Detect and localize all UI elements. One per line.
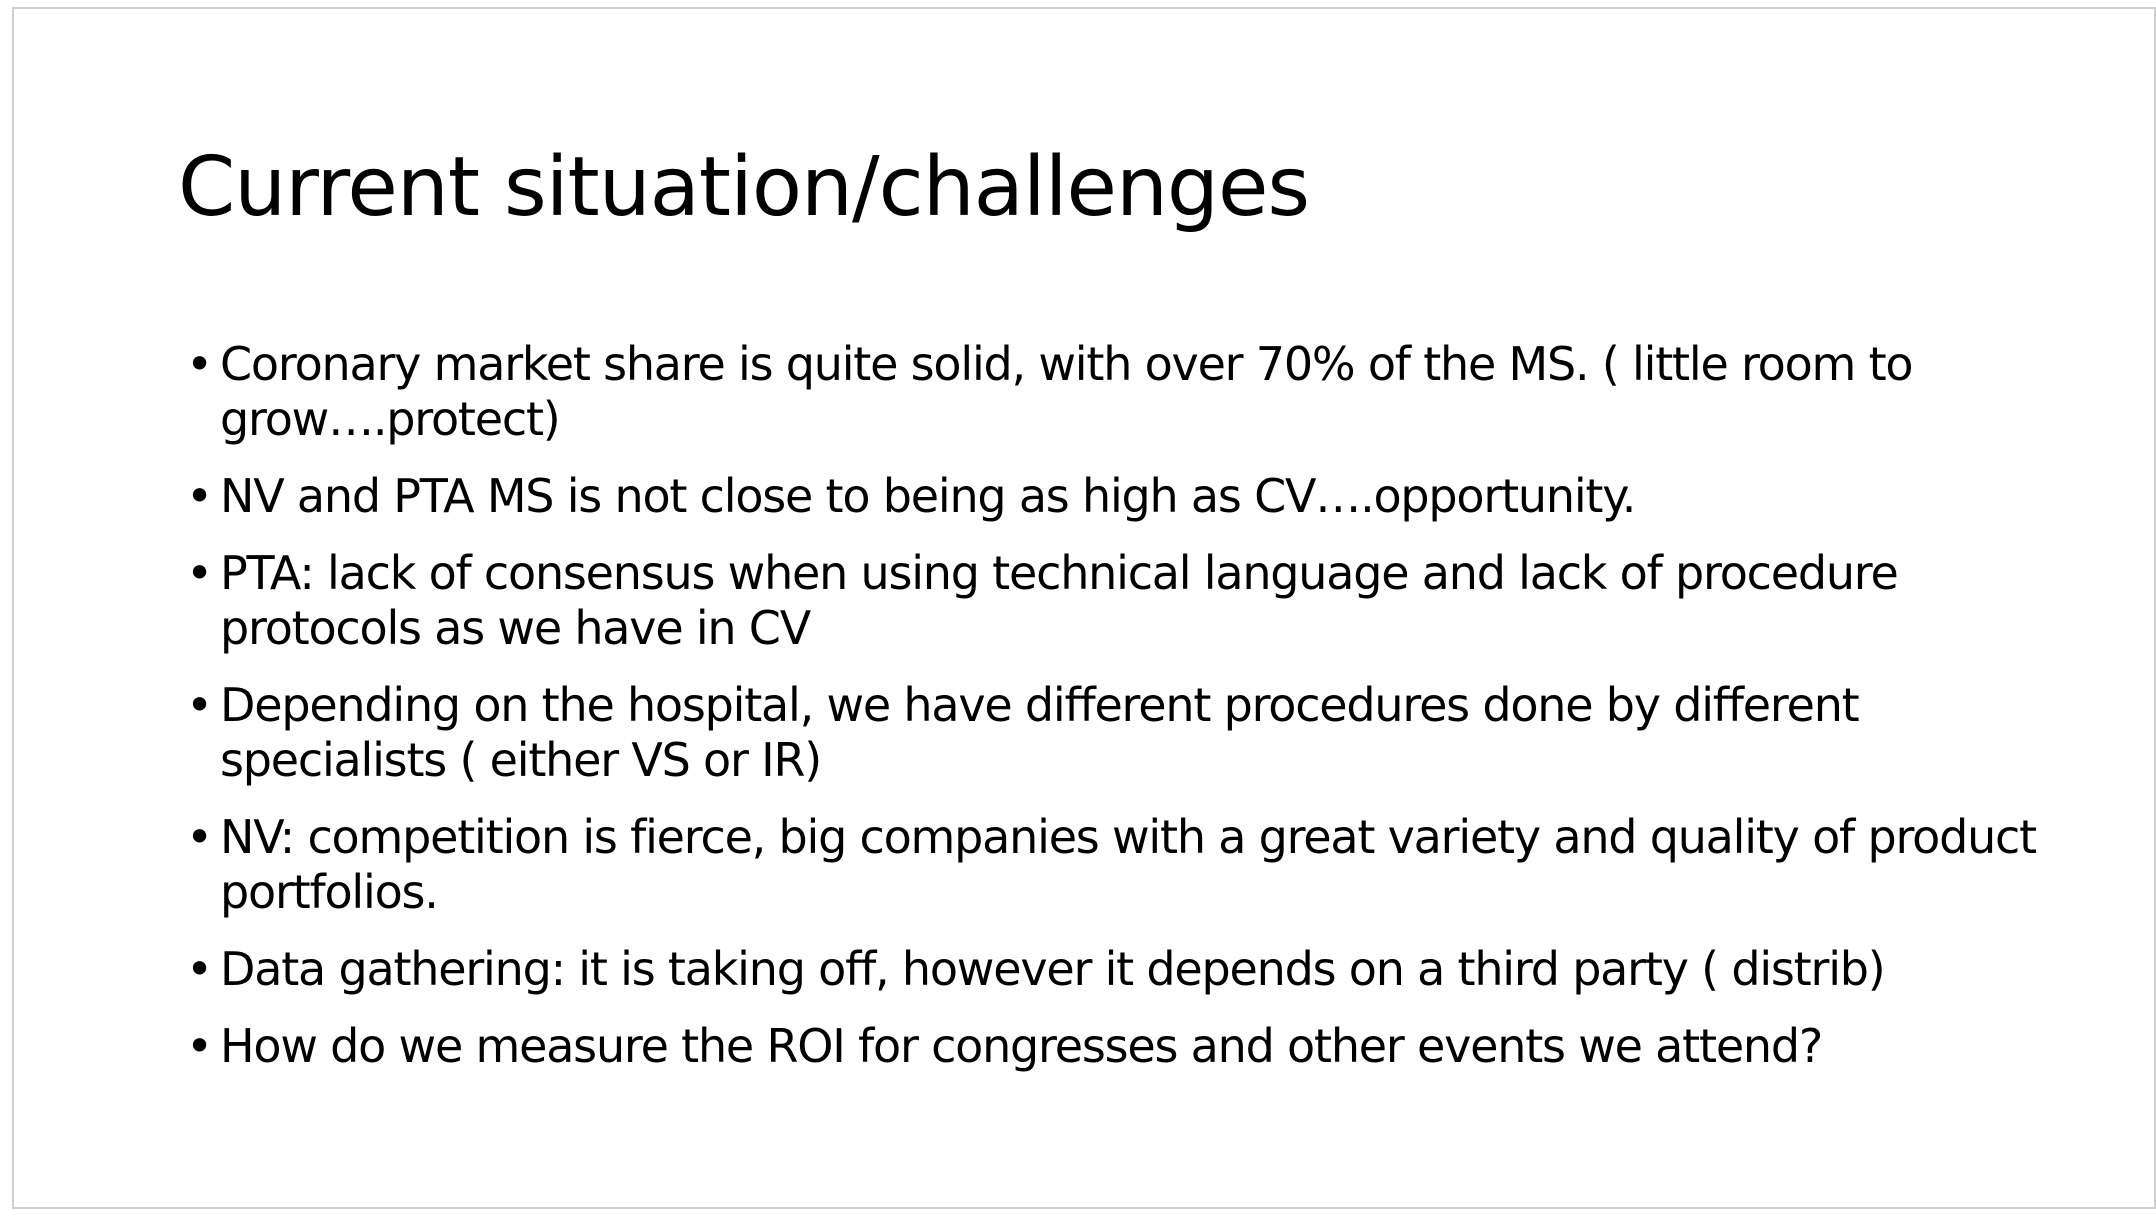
bullet-dot-icon: • (186, 546, 213, 600)
bullet-dot-icon: • (186, 678, 213, 732)
bullet-dot-icon: • (186, 1019, 213, 1073)
bullet-item: • NV: competition is fierce, big compani… (178, 810, 2058, 920)
bullet-dot-icon: • (186, 469, 213, 523)
bullet-item: • Data gathering: it is taking off, howe… (178, 942, 2058, 997)
bullet-dot-icon: • (186, 337, 213, 391)
bullet-item: • Depending on the hospital, we have dif… (178, 678, 2058, 788)
bullet-dot-icon: • (186, 810, 213, 864)
bullet-text: Depending on the hospital, we have diffe… (220, 678, 1860, 787)
bullet-text: PTA: lack of consensus when using techni… (220, 546, 1899, 655)
bullet-text: Data gathering: it is taking off, howeve… (220, 942, 1886, 996)
bullet-text: Coronary market share is quite solid, wi… (220, 337, 1914, 446)
bullet-item: • NV and PTA MS is not close to being as… (178, 469, 2058, 524)
slide-title: Current situation/challenges (178, 140, 1310, 235)
bullet-dot-icon: • (186, 942, 213, 996)
bullet-item: • PTA: lack of consensus when using tech… (178, 546, 2058, 656)
bullet-item: • How do we measure the ROI for congress… (178, 1019, 2058, 1074)
bullet-item: • Coronary market share is quite solid, … (178, 337, 2058, 447)
bullet-text: How do we measure the ROI for congresses… (220, 1019, 1823, 1073)
bullet-text: NV: competition is fierce, big companies… (220, 810, 2037, 919)
bullet-text: NV and PTA MS is not close to being as h… (220, 469, 1636, 523)
bullet-list: • Coronary market share is quite solid, … (178, 337, 2058, 1096)
slide: Current situation/challenges • Coronary … (12, 7, 2156, 1209)
